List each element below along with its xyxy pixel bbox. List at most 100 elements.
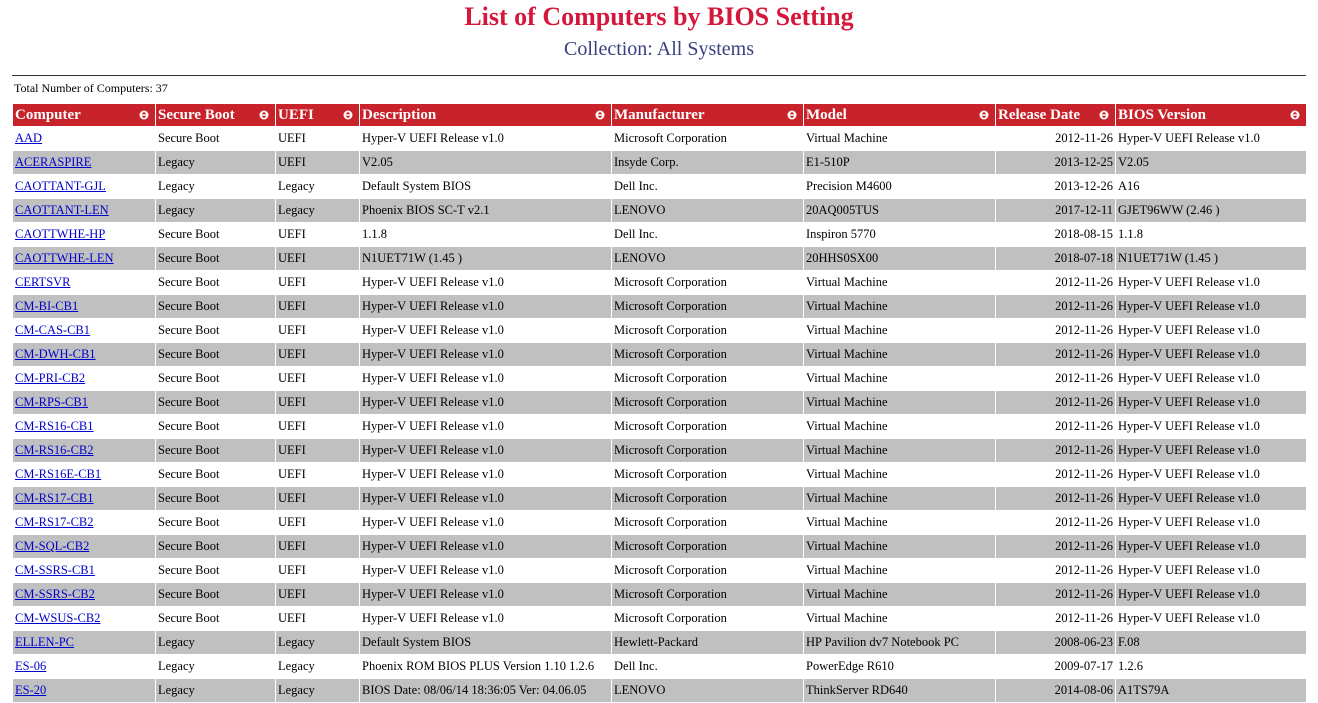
- table-row: AAD Secure Boot UEFI Hyper-V UEFI Release v…: [12, 126, 1307, 151]
- computer-link[interactable]: CM-RS16E-CB1: [15, 467, 102, 481]
- table-row: CM-RPS-CB1 Secure Boot UEFI Hyper-V UEFI Re…: [12, 390, 1307, 415]
- table-cell: 20AQ005TUS: [803, 198, 996, 223]
- table-cell: ThinkServer RD640: [803, 678, 996, 703]
- divider: [12, 75, 1306, 76]
- table-cell: 2014-08-06: [995, 678, 1116, 703]
- table-row: ES-06 Legacy Legacy Phoenix ROM BIOS PLUS V…: [12, 654, 1307, 679]
- table-cell: Microsoft Corporation: [611, 294, 804, 319]
- table-cell: Precision M4600: [803, 174, 996, 199]
- table-cell: 2017-12-11: [995, 198, 1116, 223]
- table-cell: 2012-11-26: [995, 606, 1116, 631]
- sort-button[interactable]: [139, 110, 149, 120]
- table-cell: 20HHS0SX00: [803, 246, 996, 271]
- table-cell: 2012-11-26: [995, 366, 1116, 391]
- table-row: CM-BI-CB1 Secure Boot UEFI Hyper-V UEFI Rel…: [12, 294, 1307, 319]
- computer-link[interactable]: CAOTTANT-GJL: [15, 179, 106, 193]
- table-cell: Hyper-V UEFI Release v1.0: [1115, 414, 1307, 439]
- sort-button[interactable]: [1290, 110, 1300, 120]
- column-title: Computer: [15, 106, 81, 123]
- table-cell: CM-RS16-CB1: [12, 414, 156, 439]
- table-cell: CM-RS17-CB1: [12, 486, 156, 511]
- table-cell: Default System BIOS: [359, 174, 612, 199]
- table-cell: Secure Boot: [155, 462, 276, 487]
- computer-link[interactable]: CAOTTWHE-HP: [15, 227, 106, 241]
- computer-link[interactable]: CM-RS17-CB1: [15, 491, 94, 505]
- table-cell: Inspiron 5770: [803, 222, 996, 247]
- computer-link[interactable]: ES-06: [15, 659, 47, 673]
- table-cell: Secure Boot: [155, 414, 276, 439]
- computer-link[interactable]: ES-20: [15, 683, 47, 697]
- computer-link[interactable]: CM-RS16-CB2: [15, 443, 94, 457]
- table-row: CAOTTWHE-HP Secure Boot UEFI 1.1.8 Dell Inc.…: [12, 222, 1307, 247]
- sort-button[interactable]: [259, 110, 269, 120]
- table-cell: UEFI: [275, 582, 360, 607]
- table-row: ES-20 Legacy Legacy BIOS Date: 08/06/14 18:…: [12, 678, 1307, 703]
- computer-link[interactable]: CM-BI-CB1: [15, 299, 79, 313]
- table-cell: Microsoft Corporation: [611, 534, 804, 559]
- table-cell: Virtual Machine: [803, 414, 996, 439]
- table-cell: Virtual Machine: [803, 534, 996, 559]
- table-cell: Legacy: [155, 150, 276, 175]
- table-body: AAD Secure Boot UEFI Hyper-V UEFI Release v…: [12, 126, 1307, 703]
- computer-link[interactable]: CM-WSUS-CB2: [15, 611, 101, 625]
- table-cell: UEFI: [275, 390, 360, 415]
- table-cell: Virtual Machine: [803, 318, 996, 343]
- computer-link[interactable]: AAD: [15, 131, 43, 145]
- computer-link[interactable]: CM-RPS-CB1: [15, 395, 88, 409]
- column-header: Computer: [12, 103, 156, 127]
- table-cell: 2008-06-23: [995, 630, 1116, 655]
- table-cell: LENOVO: [611, 246, 804, 271]
- sort-button[interactable]: [1099, 110, 1109, 120]
- computer-link[interactable]: CERTSVR: [15, 275, 71, 289]
- table-cell: Hyper-V UEFI Release v1.0: [1115, 582, 1307, 607]
- computer-link[interactable]: CM-SSRS-CB2: [15, 587, 95, 601]
- table-cell: BIOS Date: 08/06/14 18:36:05 Ver: 04.06.…: [359, 678, 612, 703]
- computer-link[interactable]: CM-RS17-CB2: [15, 515, 94, 529]
- table-cell: Secure Boot: [155, 246, 276, 271]
- table-cell: Virtual Machine: [803, 342, 996, 367]
- column-title: Secure Boot: [158, 106, 235, 123]
- report-table: Computer Secure Boot UEFI Description Manufa…: [12, 103, 1307, 703]
- table-cell: CM-RS17-CB2: [12, 510, 156, 535]
- computer-link[interactable]: CM-SQL-CB2: [15, 539, 90, 553]
- table-cell: UEFI: [275, 486, 360, 511]
- table-row: CM-RS17-CB2 Secure Boot UEFI Hyper-V UEFI R…: [12, 510, 1307, 535]
- table-row: CM-SSRS-CB2 Secure Boot UEFI Hyper-V UEFI R…: [12, 582, 1307, 607]
- table-row: CM-WSUS-CB2 Secure Boot UEFI Hyper-V UEFI R…: [12, 606, 1307, 631]
- computer-link[interactable]: ACERASPIRE: [15, 155, 92, 169]
- table-cell: Virtual Machine: [803, 294, 996, 319]
- table-row: CM-RS16-CB1 Secure Boot UEFI Hyper-V UEFI R…: [12, 414, 1307, 439]
- table-cell: CM-SSRS-CB2: [12, 582, 156, 607]
- table-cell: AAD: [12, 126, 156, 151]
- table-cell: 2013-12-25: [995, 150, 1116, 175]
- computer-link[interactable]: CAOTTANT-LEN: [15, 203, 109, 217]
- computer-link[interactable]: CM-CAS-CB1: [15, 323, 91, 337]
- table-cell: Virtual Machine: [803, 270, 996, 295]
- table-cell: Legacy: [275, 174, 360, 199]
- table-cell: 2012-11-26: [995, 438, 1116, 463]
- computer-link[interactable]: CM-RS16-CB1: [15, 419, 94, 433]
- computer-link[interactable]: ELLEN-PC: [15, 635, 75, 649]
- sort-button[interactable]: [979, 110, 989, 120]
- table-cell: Microsoft Corporation: [611, 390, 804, 415]
- computer-link[interactable]: CM-SSRS-CB1: [15, 563, 95, 577]
- table-cell: Microsoft Corporation: [611, 558, 804, 583]
- computer-link[interactable]: CM-DWH-CB1: [15, 347, 96, 361]
- table-cell: E1-510P: [803, 150, 996, 175]
- sort-button[interactable]: [595, 110, 605, 120]
- table-cell: Hyper-V UEFI Release v1.0: [359, 366, 612, 391]
- table-cell: 2012-11-26: [995, 414, 1116, 439]
- column-header: BIOS Version: [1115, 103, 1307, 127]
- table-cell: N1UET71W (1.45 ): [1115, 246, 1307, 271]
- table-cell: Hyper-V UEFI Release v1.0: [359, 462, 612, 487]
- sort-button[interactable]: [787, 110, 797, 120]
- table-cell: Phoenix BIOS SC-T v2.1: [359, 198, 612, 223]
- table-cell: Secure Boot: [155, 438, 276, 463]
- table-cell: Secure Boot: [155, 270, 276, 295]
- table-cell: Microsoft Corporation: [611, 342, 804, 367]
- computer-link[interactable]: CAOTTWHE-LEN: [15, 251, 114, 265]
- computer-link[interactable]: CM-PRI-CB2: [15, 371, 86, 385]
- table-cell: Default System BIOS: [359, 630, 612, 655]
- table-cell: CM-PRI-CB2: [12, 366, 156, 391]
- sort-button[interactable]: [343, 110, 353, 120]
